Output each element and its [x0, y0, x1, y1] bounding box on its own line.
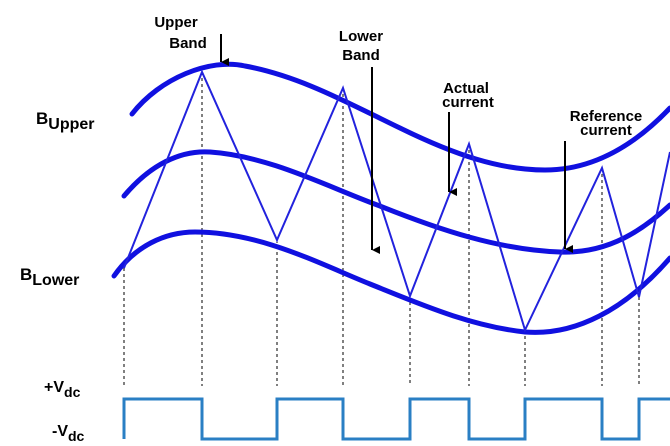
minus-vdc-main: -V: [52, 423, 68, 440]
reference-current-label-line2: current: [580, 122, 632, 139]
lower-band-curve: [111, 229, 670, 335]
actual-current-waveform: [123, 69, 670, 333]
switching-instant-lines: [123, 72, 640, 386]
b-lower-label: BLower: [20, 265, 79, 289]
plus-vdc-sub: dc: [64, 384, 81, 400]
b-upper-main: B: [36, 109, 48, 128]
lower-band-label-line2: Band: [342, 47, 380, 64]
reference-current-label-line1: Reference: [570, 108, 643, 125]
b-upper-sub: Upper: [48, 116, 94, 133]
lower-band-label-line1: Lower: [339, 28, 383, 45]
switching-pulse-waveform: [122, 397, 670, 441]
b-upper-label: BUpper: [36, 109, 95, 133]
plus-vdc-main: +V: [44, 379, 64, 396]
actual-current-label-line2: current: [442, 94, 494, 111]
minus-vdc-label: -Vdc: [52, 423, 85, 444]
b-lower-main: B: [20, 265, 32, 284]
plus-vdc-label: +Vdc: [44, 379, 81, 400]
b-lower-sub: Lower: [32, 272, 79, 289]
upper-band-label-line1: Upper: [154, 14, 198, 31]
minus-vdc-sub: dc: [68, 428, 85, 444]
upper-band-label-line2: Band: [169, 35, 207, 52]
upper-band-curve: [129, 61, 670, 173]
actual-current-label-line1: Actual: [443, 80, 489, 97]
reference-current-curve: [121, 149, 670, 255]
